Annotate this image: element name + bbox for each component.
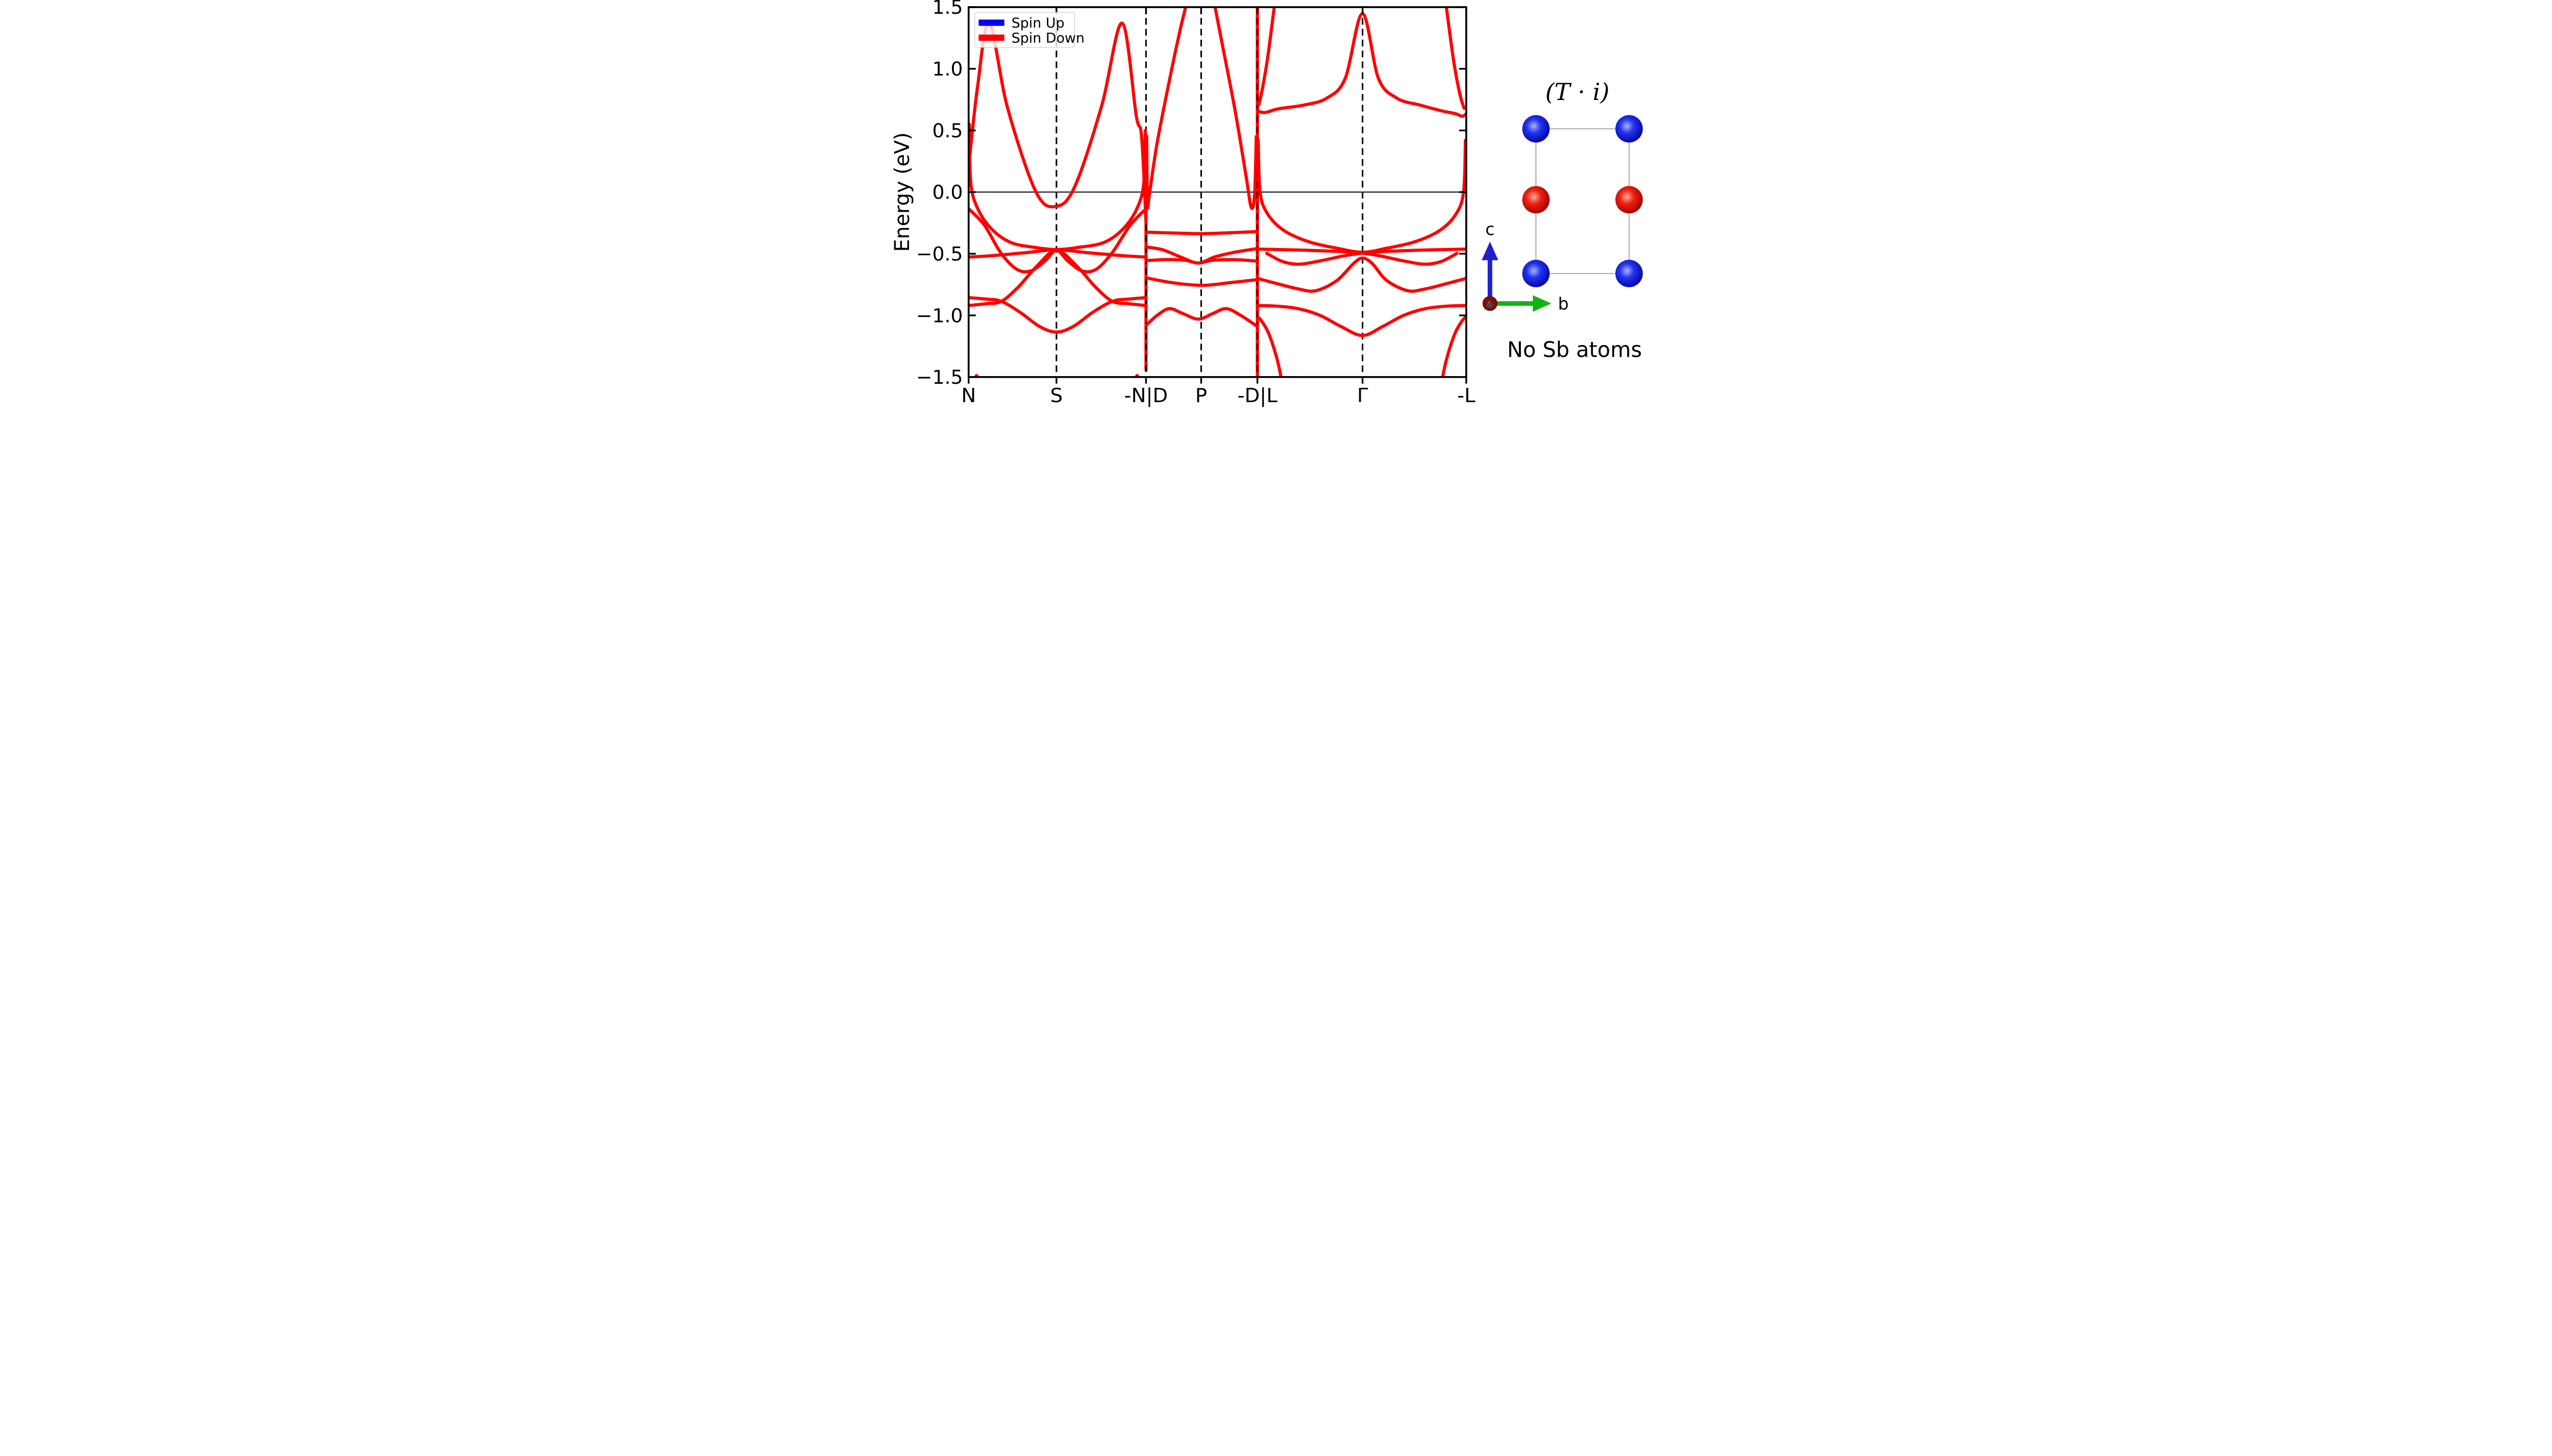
spin-up-legend-swatch	[978, 19, 1004, 26]
y-tick-label: −0.5	[916, 242, 963, 265]
x-tick-label-S: S	[1050, 384, 1063, 407]
a-axis-origin-marker	[1482, 296, 1498, 311]
y-tick-label: 0.5	[933, 119, 963, 142]
spin-down-legend-label: Spin Down	[1012, 30, 1085, 46]
spin-up-legend-label: Spin Up	[1012, 15, 1065, 31]
band-path	[1213, 7, 1258, 210]
band-path	[1257, 7, 1276, 107]
band-curves	[968, 7, 1466, 377]
band-path	[1265, 251, 1364, 266]
band-path	[1444, 7, 1466, 110]
figure-root: 1.5 1.0 0.5 0.0 −0.5 −1.0 −1.5 N S -N|D …	[893, 0, 1659, 408]
blue-atom	[1522, 260, 1550, 287]
band-path	[1144, 307, 1259, 328]
y-axis-title: Energy (eV)	[893, 132, 914, 252]
band-path	[1441, 316, 1466, 377]
x-tick-label-N: N	[961, 384, 976, 407]
band-structure-figure: 1.5 1.0 0.5 0.0 −0.5 −1.0 −1.5 N S -N|D …	[893, 0, 1643, 407]
y-tick-label: 1.0	[933, 58, 963, 80]
band-path	[1361, 251, 1459, 266]
blue-atom	[1522, 115, 1550, 143]
band-path	[968, 207, 1148, 274]
x-tick-label-L: -L	[1457, 384, 1476, 407]
band-path	[968, 296, 1148, 334]
blue-atom	[1615, 260, 1643, 287]
structure-title: (T · i)	[1545, 78, 1610, 106]
band-path	[1256, 12, 1466, 118]
spin-down-legend-swatch	[978, 34, 1004, 41]
y-tick-label: −1.0	[916, 304, 963, 327]
crystal-structure-panel: (T · i) a c b No Sb atoms	[1481, 78, 1643, 362]
x-tick-label-P: P	[1195, 384, 1207, 407]
red-atom	[1522, 186, 1550, 214]
structure-caption: No Sb atoms	[1507, 338, 1642, 362]
band-path	[1145, 7, 1188, 210]
a-axis-label: a	[1487, 299, 1493, 309]
band-path	[1135, 374, 1140, 377]
band-path	[968, 122, 1147, 252]
x-tick-label-ND: -N|D	[1124, 384, 1168, 407]
red-atom	[1615, 186, 1643, 214]
blue-atom	[1615, 115, 1643, 143]
band-path	[1144, 258, 1259, 265]
y-tick-label: 1.5	[933, 0, 963, 18]
band-path	[974, 374, 979, 377]
x-tick-label-DL: -D|L	[1238, 384, 1278, 407]
axis-tick-marks	[968, 6, 1467, 384]
c-axis-arrow	[1481, 241, 1499, 300]
band-path	[1256, 304, 1466, 337]
x-tick-label-Gamma: Γ	[1357, 384, 1368, 407]
band-path	[1144, 230, 1259, 235]
c-axis-label: c	[1485, 219, 1494, 239]
b-axis-arrow	[1493, 295, 1552, 312]
y-tick-label: −1.5	[916, 366, 963, 388]
band-path	[1144, 276, 1259, 287]
legend: Spin Up Spin Down	[974, 12, 1085, 48]
band-path	[1256, 256, 1466, 293]
y-tick-label: 0.0	[933, 181, 963, 204]
b-axis-label: b	[1558, 294, 1569, 314]
atoms	[1522, 115, 1643, 287]
band-path	[968, 249, 1148, 307]
band-path	[968, 21, 1148, 225]
unit-cell-frame	[1535, 128, 1630, 274]
band-path	[1257, 316, 1283, 377]
